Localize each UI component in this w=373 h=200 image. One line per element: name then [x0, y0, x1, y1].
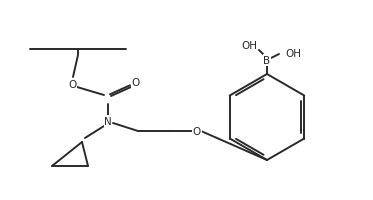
- Text: O: O: [68, 80, 76, 90]
- Text: O: O: [193, 126, 201, 136]
- Text: B: B: [263, 56, 270, 66]
- Text: OH: OH: [285, 49, 301, 59]
- Text: N: N: [104, 116, 112, 126]
- Text: O: O: [132, 78, 140, 88]
- Text: OH: OH: [241, 41, 257, 51]
